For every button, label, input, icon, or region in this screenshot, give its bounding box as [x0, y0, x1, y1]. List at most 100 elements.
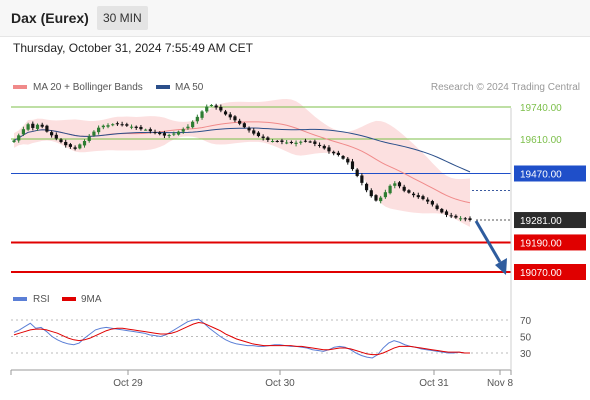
- bull-candle: [129, 126, 134, 128]
- bear-candle: [266, 137, 270, 140]
- bear-candle: [50, 132, 54, 136]
- bear-candle: [364, 183, 369, 191]
- bull-candle: [186, 126, 190, 129]
- bear-candle: [223, 111, 228, 115]
- ma50-legend-swatch: [156, 85, 170, 89]
- rsi-ma-legend-label: 9MA: [81, 294, 102, 305]
- rsi-tick-label: 30: [520, 349, 532, 360]
- bull-candle: [383, 192, 387, 198]
- level-label: 19610.00: [520, 135, 562, 146]
- moving-averages: [13, 121, 471, 204]
- bull-candle: [26, 124, 30, 130]
- level-label: 19740.00: [520, 103, 562, 114]
- bear-candle: [275, 140, 279, 142]
- bear-candle: [303, 140, 308, 142]
- rsi-line: [13, 318, 470, 359]
- bull-candle: [209, 105, 214, 107]
- level-label-box: [514, 234, 586, 251]
- bear-candle: [289, 141, 293, 143]
- bear-candle: [411, 193, 416, 196]
- level-labels: 19740.00 19610.00 19470.00 19281.00 19190.00…: [514, 103, 586, 280]
- bull-candle: [87, 136, 91, 141]
- bear-candle: [256, 132, 261, 137]
- bull-candle: [458, 218, 463, 220]
- timestamp: Thursday, October 31, 2024 7:55:49 AM CE…: [13, 41, 253, 55]
- bull-candle: [379, 197, 383, 202]
- x-axis: Oct 29 Oct 30 Oct 31 Nov 8: [10, 370, 514, 389]
- bear-candle: [261, 136, 265, 139]
- bear-candle: [369, 190, 373, 197]
- bull-candle: [144, 129, 148, 131]
- bear-candle: [219, 107, 223, 111]
- bear-candle: [158, 132, 162, 135]
- x-tick-label: Nov 8: [487, 378, 514, 389]
- chart-header: Dax (Eurex) 30 MIN: [0, 0, 590, 37]
- bear-candle: [435, 205, 439, 209]
- bear-candle: [73, 147, 77, 149]
- bear-candle: [252, 130, 256, 134]
- bull-candle: [82, 140, 87, 146]
- timeframe-button[interactable]: 30 MIN: [97, 6, 148, 30]
- level-label: 19281.00: [520, 216, 562, 227]
- bull-candle: [78, 144, 82, 149]
- bear-candle: [430, 201, 434, 205]
- bear-candle: [374, 195, 378, 201]
- bear-candle: [120, 124, 124, 126]
- level-label: 19070.00: [520, 268, 562, 279]
- bull-candle: [101, 125, 105, 128]
- bull-candle: [167, 135, 171, 137]
- bear-candle: [463, 218, 467, 220]
- bull-candle: [195, 116, 199, 122]
- ma50-legend-label: MA 50: [175, 82, 204, 93]
- bear-candle: [59, 139, 63, 142]
- bull-candle: [21, 129, 26, 135]
- bull-candle: [181, 129, 185, 132]
- bull-candle: [285, 142, 289, 144]
- bear-candle: [247, 128, 251, 131]
- bear-candle: [355, 169, 359, 176]
- bear-candle: [350, 161, 355, 170]
- bull-candle: [294, 142, 298, 144]
- bull-candle: [97, 127, 101, 133]
- bull-candle: [176, 131, 181, 135]
- level-label: 19470.00: [520, 169, 562, 180]
- credit-text: Research © 2024 Trading Central: [431, 82, 580, 93]
- rsi-legend-swatch: [13, 297, 27, 301]
- bear-candle: [444, 211, 449, 215]
- bull-candle: [200, 111, 204, 118]
- bull-candle: [35, 124, 40, 129]
- bear-candle: [242, 123, 246, 128]
- level-label-box: [514, 264, 586, 280]
- bear-candle: [233, 116, 237, 121]
- bear-candle: [54, 134, 58, 139]
- bear-candle: [153, 132, 157, 134]
- ma50-line: [13, 127, 471, 173]
- bull-candle: [393, 183, 397, 186]
- forecast-arrow-head: [495, 258, 507, 275]
- bull-candle: [270, 140, 275, 142]
- bull-candle: [388, 185, 392, 194]
- bear-candle: [31, 123, 35, 128]
- bear-candle: [134, 126, 138, 128]
- bear-candle: [313, 141, 317, 144]
- bear-candle: [416, 195, 420, 198]
- bear-candle: [449, 215, 453, 217]
- instrument-title: Dax (Eurex): [11, 10, 89, 26]
- bull-candle: [111, 124, 115, 126]
- rsi-tick-label: 50: [520, 333, 532, 344]
- x-tick-label: Oct 31: [419, 378, 449, 389]
- bear-candle: [317, 144, 322, 146]
- bear-candle: [402, 186, 406, 191]
- rsi-tick-label: 70: [520, 316, 532, 327]
- bull-candle: [191, 121, 195, 128]
- bull-candle: [12, 140, 16, 142]
- level-label-box: [514, 165, 586, 182]
- x-tick-label: Oct 29: [113, 378, 143, 389]
- bear-candle: [64, 141, 68, 146]
- bear-candle: [115, 123, 120, 125]
- bollinger-band-fill: [14, 99, 470, 227]
- rsi-legend-label: RSI: [33, 294, 50, 305]
- bull-candle: [205, 106, 209, 112]
- bear-candle: [407, 190, 411, 193]
